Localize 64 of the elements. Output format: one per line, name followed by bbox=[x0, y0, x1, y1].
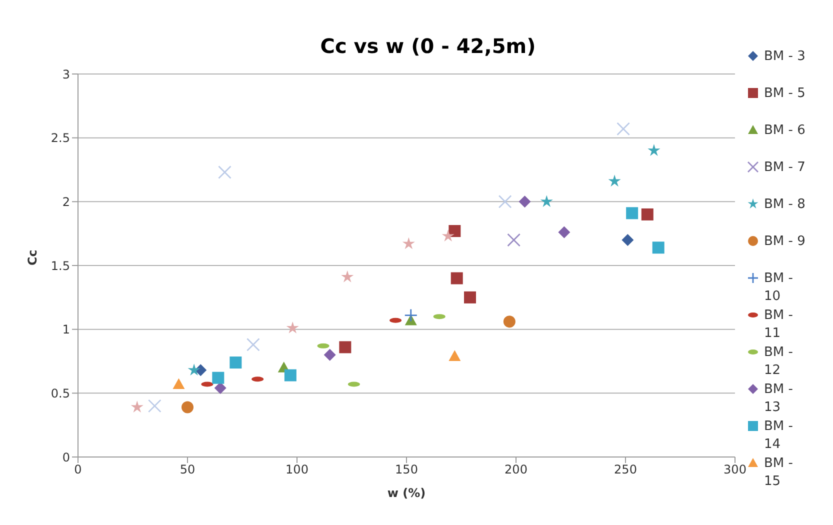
legend-label: BM - 5 bbox=[764, 85, 806, 103]
point bbox=[616, 122, 630, 136]
chart-title: Cc vs w (0 - 42,5m) bbox=[319, 34, 537, 58]
point bbox=[130, 400, 144, 413]
point bbox=[182, 401, 194, 414]
point bbox=[641, 208, 654, 220]
x-tick-label: 0 bbox=[74, 462, 82, 477]
point bbox=[622, 234, 634, 246]
legend-label: BM - 10 bbox=[764, 270, 794, 306]
point bbox=[518, 196, 531, 208]
x-tick-label: 100 bbox=[286, 462, 308, 477]
x-tick-label: 50 bbox=[180, 462, 196, 477]
legend-label: BM - 15 bbox=[764, 455, 794, 491]
point bbox=[442, 230, 454, 242]
y-tick-label: 0.5 bbox=[50, 386, 70, 400]
point bbox=[218, 166, 232, 180]
x-axis-title: w (%) bbox=[387, 486, 426, 500]
point bbox=[172, 378, 185, 390]
y-tick-label: 1.5 bbox=[50, 258, 70, 273]
point bbox=[286, 321, 299, 334]
point bbox=[214, 382, 226, 394]
point bbox=[540, 195, 553, 208]
point bbox=[626, 207, 638, 220]
point bbox=[404, 308, 418, 322]
point bbox=[503, 316, 516, 328]
x-tick-label: 250 bbox=[614, 462, 637, 477]
legend-label: BM - 3 bbox=[764, 48, 806, 66]
y-tick-label: 1 bbox=[62, 322, 70, 337]
point bbox=[324, 348, 336, 361]
y-axis-title: Cc bbox=[25, 250, 40, 266]
legend-label: BM - 9 bbox=[764, 233, 806, 251]
point bbox=[558, 226, 570, 238]
point bbox=[339, 341, 352, 354]
point bbox=[284, 369, 296, 382]
x-tick-label: 200 bbox=[504, 462, 528, 477]
point bbox=[212, 372, 224, 384]
y-tick-label: 2 bbox=[62, 194, 70, 209]
point bbox=[230, 356, 242, 369]
legend-label: BM - 13 bbox=[764, 381, 794, 417]
point bbox=[188, 364, 200, 376]
y-tick-label: 3 bbox=[62, 67, 70, 82]
point bbox=[148, 399, 162, 413]
point bbox=[464, 291, 476, 304]
point bbox=[402, 237, 415, 250]
legend-label: BM - 8 bbox=[764, 196, 806, 214]
point bbox=[507, 233, 521, 247]
x-tick-label: 150 bbox=[395, 462, 418, 477]
point bbox=[448, 350, 461, 361]
legend-label: BM - 12 bbox=[764, 344, 794, 380]
point bbox=[652, 242, 664, 254]
point bbox=[648, 144, 660, 156]
point bbox=[246, 338, 260, 352]
legend-label: BM - 11 bbox=[764, 307, 794, 343]
point bbox=[608, 174, 621, 187]
y-tick-label: 2.5 bbox=[50, 131, 70, 146]
point bbox=[341, 270, 354, 282]
legend-label: BM - 7 bbox=[764, 159, 806, 177]
legend-label: BM - 6 bbox=[764, 122, 806, 140]
x-tick-label: 300 bbox=[724, 462, 746, 477]
y-tick-label: 0 bbox=[62, 450, 70, 464]
point bbox=[450, 272, 463, 284]
point bbox=[498, 194, 512, 208]
legend-label: BM - 14 bbox=[764, 418, 794, 454]
point bbox=[448, 225, 461, 238]
